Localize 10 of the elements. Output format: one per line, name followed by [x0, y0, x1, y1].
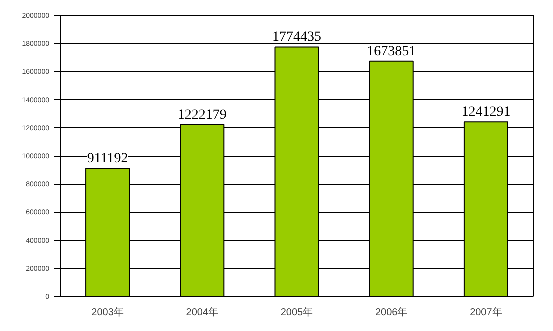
data-label: 1673851 — [367, 44, 416, 60]
data-label: 911192 — [87, 151, 128, 166]
data-label: 1241291 — [462, 105, 511, 120]
data-label: 1774435 — [272, 30, 322, 46]
x-tick-label: 2005年 — [280, 306, 314, 318]
data-label: 1222179 — [178, 108, 227, 123]
x-tick-label: 2003年 — [92, 306, 124, 318]
x-tick-label: 2006年 — [375, 306, 408, 318]
x-tick-label: 2004年 — [186, 306, 219, 318]
x-tick-label: 2007年 — [470, 306, 502, 318]
